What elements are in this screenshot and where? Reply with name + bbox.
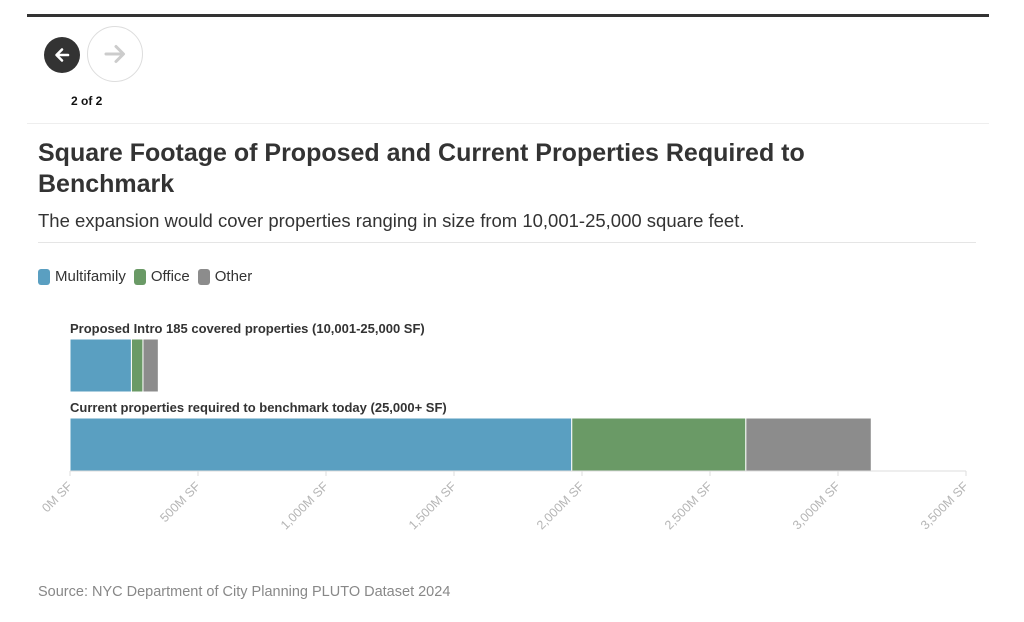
category-label-1: Current properties required to benchmark… [70,400,447,415]
top-rule [27,14,989,17]
chart-title: Square Footage of Proposed and Current P… [38,139,805,198]
x-tick-label-7: 3,500M SF [918,479,971,532]
x-tick-label-4: 2,000M SF [534,479,587,532]
legend-label-other: Other [214,268,253,285]
x-tick-label-3: 1,500M SF [406,479,459,532]
pager-indicator: 2 of 2 [71,94,103,108]
bar-multifamily-0 [69,338,132,393]
bar-chart: Proposed Intro 185 covered properties (1… [39,321,971,532]
x-tick-label-5: 2,500M SF [662,479,715,532]
next-button[interactable] [87,26,143,82]
x-tick-label-1: 500M SF [157,479,203,525]
legend-item-office: Office [133,268,190,285]
bar-office-0 [130,338,144,393]
x-tick-label-0: 0M SF [39,479,75,515]
x-tick-label-6: 3,000M SF [790,479,843,532]
legend-item-multifamily: Multifamily [38,268,126,285]
legend-label-multifamily: Multifamily [55,268,126,285]
arrow-left-icon [55,48,70,62]
chart-subtitle: The expansion would cover properties ran… [38,210,745,231]
category-label-0: Proposed Intro 185 covered properties (1… [70,321,425,336]
bar-office-1 [571,417,747,472]
divider [27,123,989,124]
bar-other-0 [142,338,159,393]
legend-swatch-office [133,268,146,285]
previous-button[interactable] [44,37,80,73]
legend-swatch-other [197,268,210,285]
source-note: Source: NYC Department of City Planning … [38,584,451,600]
legend: Multifamily Office Other [38,268,260,285]
legend-swatch-multifamily [38,268,50,285]
bar-multifamily-1 [69,417,573,472]
subtitle-divider [38,242,976,243]
x-tick-label-2: 1,000M SF [278,479,331,532]
legend-label-office: Office [150,268,190,285]
arrow-right-icon [104,45,125,63]
bar-other-1 [745,417,872,472]
legend-item-other: Other [197,268,253,285]
